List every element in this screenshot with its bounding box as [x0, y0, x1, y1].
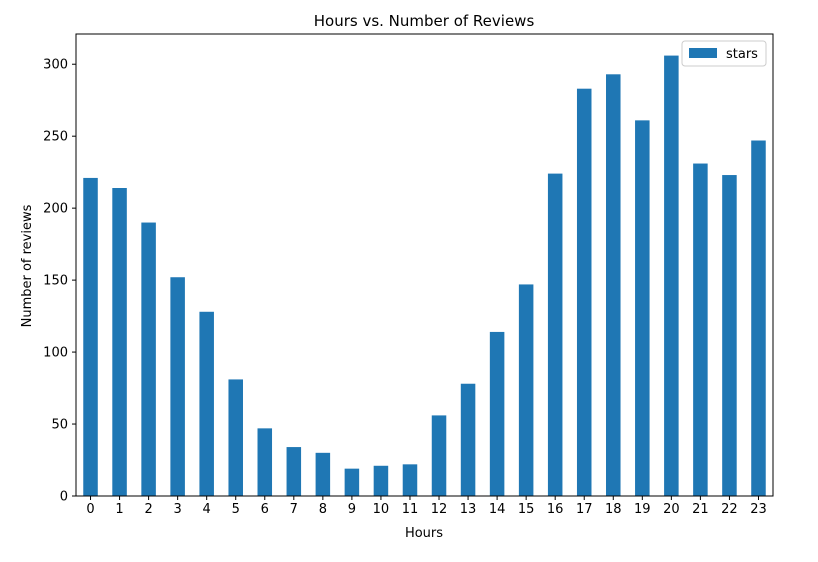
y-tick-label: 300	[43, 58, 68, 73]
bar-hour-19	[635, 120, 650, 496]
x-tick-label: 10	[373, 502, 390, 517]
x-tick-label: 18	[605, 502, 622, 517]
y-tick-label: 0	[60, 490, 68, 505]
bar-hour-15	[519, 284, 534, 496]
x-tick-label: 23	[750, 502, 767, 517]
y-tick-label: 250	[43, 130, 68, 145]
x-tick-label: 4	[203, 502, 211, 517]
x-tick-label: 6	[261, 502, 269, 517]
x-tick-label: 19	[634, 502, 651, 517]
bar-hour-5	[228, 379, 243, 496]
bar-hour-20	[664, 56, 679, 496]
bar-hour-11	[403, 464, 418, 496]
bar-hour-14	[490, 332, 505, 496]
bar-hour-17	[577, 89, 592, 496]
x-tick-label: 22	[721, 502, 738, 517]
x-tick-label: 1	[115, 502, 123, 517]
x-tick-label: 2	[144, 502, 152, 517]
chart-title: Hours vs. Number of Reviews	[314, 12, 535, 30]
bar-hour-8	[316, 453, 331, 496]
x-tick-label: 8	[319, 502, 327, 517]
bar-hour-23	[751, 141, 766, 496]
x-tick-label: 13	[460, 502, 477, 517]
x-tick-label: 20	[663, 502, 680, 517]
legend-label: stars	[726, 47, 758, 62]
x-tick-label: 21	[692, 502, 709, 517]
bar-hour-4	[199, 312, 214, 496]
bar-hour-7	[287, 447, 302, 496]
plot-area: 0 1 2 3 4 5 6 7 8 9 10 11 12 13 14 15 16 17 18 19 20 21 22 2305…	[43, 34, 773, 517]
bar-hour-2	[141, 223, 156, 496]
bar-hour-10	[374, 466, 389, 496]
bar-hour-9	[345, 469, 360, 496]
y-tick-label: 50	[51, 418, 68, 433]
x-tick-label: 15	[518, 502, 535, 517]
x-tick-label: 0	[86, 502, 94, 517]
x-tick-label: 11	[402, 502, 419, 517]
y-tick-label: 200	[43, 202, 68, 217]
x-tick-label: 7	[290, 502, 298, 517]
y-tick-label: 100	[43, 346, 68, 361]
bar-hour-21	[693, 164, 708, 496]
bar-hour-16	[548, 174, 563, 496]
y-axis-label: Number of reviews	[20, 204, 35, 327]
x-tick-label: 17	[576, 502, 593, 517]
bar-hour-22	[722, 175, 737, 496]
x-tick-label: 3	[174, 502, 182, 517]
x-tick-label: 16	[547, 502, 564, 517]
x-tick-label: 14	[489, 502, 506, 517]
legend-swatch	[689, 48, 717, 58]
legend: stars	[682, 41, 766, 66]
bar-hour-18	[606, 74, 621, 496]
bar-hour-6	[258, 428, 273, 496]
bar-hour-3	[170, 277, 185, 496]
bar-hour-13	[461, 384, 476, 496]
x-tick-label: 9	[348, 502, 356, 517]
x-tick-label: 12	[431, 502, 448, 517]
bar-hour-0	[83, 178, 98, 496]
bar-hour-1	[112, 188, 127, 496]
bar-hour-12	[432, 415, 447, 496]
y-tick-label: 150	[43, 274, 68, 289]
x-axis-label: Hours	[405, 526, 443, 541]
x-tick-label: 5	[232, 502, 240, 517]
